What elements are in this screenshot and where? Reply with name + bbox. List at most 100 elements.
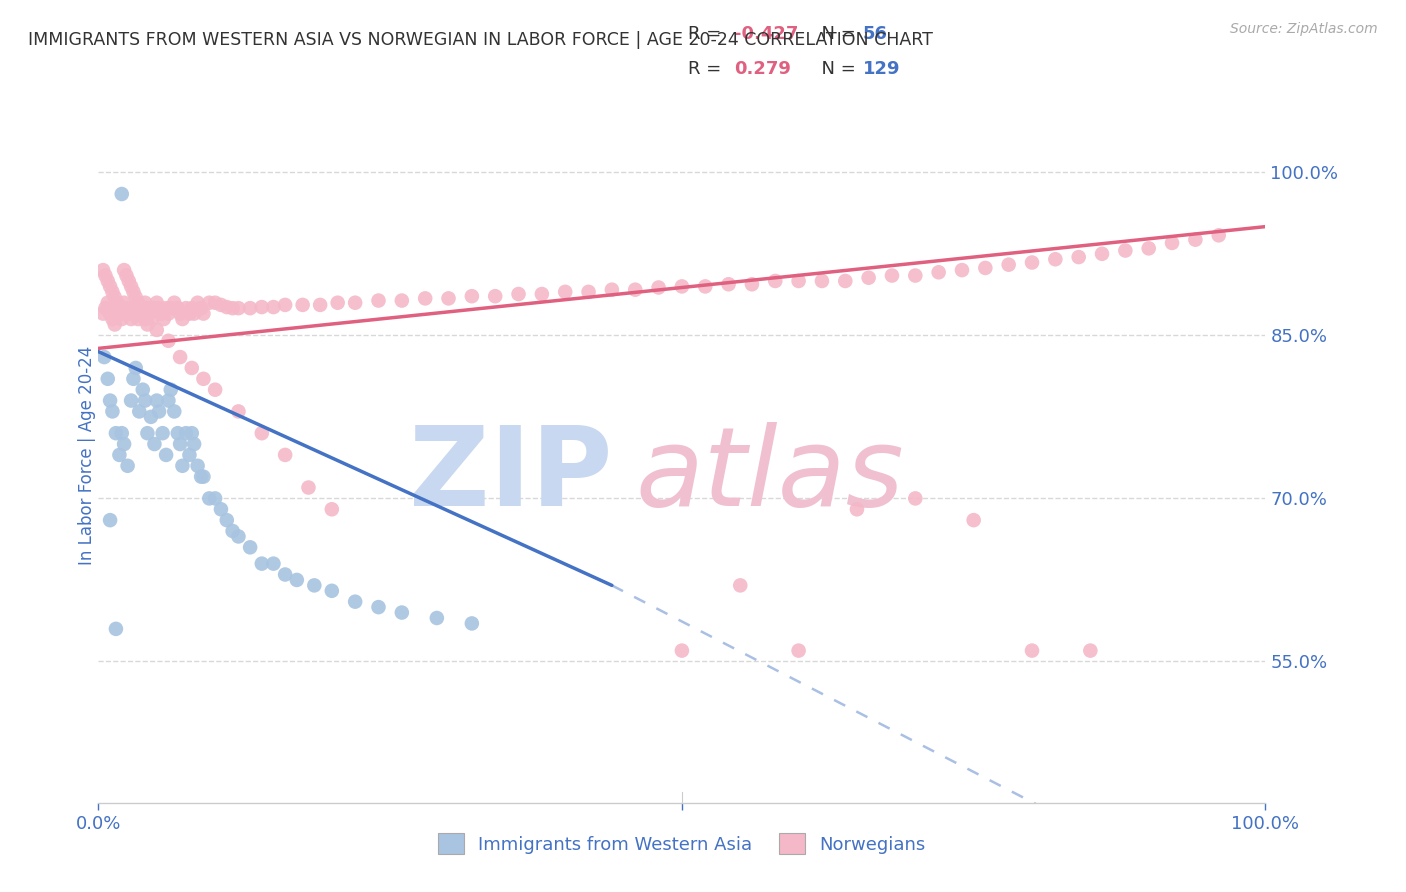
Text: R =: R = xyxy=(688,60,733,78)
Point xyxy=(104,622,127,636)
Text: R =: R = xyxy=(688,25,727,43)
Point xyxy=(461,289,484,303)
Point xyxy=(326,295,349,310)
Point xyxy=(624,283,647,297)
Point xyxy=(122,372,145,386)
Point xyxy=(129,301,152,315)
Point xyxy=(367,600,389,615)
Point xyxy=(239,541,262,555)
Point xyxy=(163,404,186,418)
Point xyxy=(250,426,273,441)
Point xyxy=(157,307,180,321)
Point xyxy=(193,469,215,483)
Point xyxy=(104,290,127,304)
Point xyxy=(858,270,880,285)
Point xyxy=(228,529,250,543)
Point xyxy=(159,383,181,397)
Point xyxy=(391,293,413,308)
Point xyxy=(880,268,903,283)
Point xyxy=(159,301,181,315)
Point xyxy=(179,307,201,321)
Point xyxy=(157,393,180,408)
Point xyxy=(148,301,170,315)
Point xyxy=(139,409,162,424)
Point xyxy=(228,301,250,315)
Point xyxy=(413,291,436,305)
Point xyxy=(304,578,326,592)
Point xyxy=(94,301,117,315)
Point xyxy=(187,295,209,310)
Point xyxy=(97,295,120,310)
Point xyxy=(695,279,717,293)
Point xyxy=(180,361,202,376)
Point xyxy=(98,279,121,293)
Point xyxy=(209,298,232,312)
Point xyxy=(174,426,197,441)
Point xyxy=(741,277,763,292)
Point xyxy=(136,318,159,332)
Text: 56: 56 xyxy=(863,25,887,43)
Point xyxy=(193,372,215,386)
Point xyxy=(112,263,135,277)
Point xyxy=(172,458,194,473)
Point xyxy=(98,513,121,527)
Point xyxy=(105,301,128,315)
Point xyxy=(554,285,576,299)
Point xyxy=(962,513,984,527)
Point xyxy=(120,279,142,293)
Point xyxy=(134,393,156,408)
Point xyxy=(437,291,460,305)
Point xyxy=(484,289,506,303)
Point xyxy=(198,295,221,310)
Point xyxy=(671,643,693,657)
Text: 129: 129 xyxy=(863,60,900,78)
Point xyxy=(974,260,997,275)
Point xyxy=(98,307,121,321)
Point xyxy=(111,187,134,202)
Point xyxy=(134,295,156,310)
Point xyxy=(108,448,131,462)
Point xyxy=(141,312,163,326)
Point xyxy=(204,295,226,310)
Point xyxy=(129,301,152,315)
Point xyxy=(152,426,174,441)
Point xyxy=(717,277,740,292)
Point xyxy=(111,307,134,321)
Point xyxy=(344,595,367,609)
Text: IMMIGRANTS FROM WESTERN ASIA VS NORWEGIAN IN LABOR FORCE | AGE 20-24 CORRELATION: IMMIGRANTS FROM WESTERN ASIA VS NORWEGIA… xyxy=(28,31,934,49)
Point xyxy=(904,268,927,283)
Point xyxy=(1067,250,1090,264)
Point xyxy=(190,301,212,315)
Point xyxy=(101,312,124,326)
Point xyxy=(169,437,191,451)
Point xyxy=(250,557,273,571)
Point xyxy=(787,643,810,657)
Text: -0.427: -0.427 xyxy=(734,25,799,43)
Point xyxy=(204,491,226,506)
Point xyxy=(111,426,134,441)
Point xyxy=(104,318,127,332)
Point xyxy=(221,524,243,538)
Point xyxy=(169,307,191,321)
Point xyxy=(274,448,297,462)
Point xyxy=(1114,244,1136,258)
Point xyxy=(180,426,202,441)
Point xyxy=(94,268,117,283)
Point xyxy=(190,469,212,483)
Point xyxy=(166,426,188,441)
Point xyxy=(157,334,180,348)
Point xyxy=(150,307,173,321)
Y-axis label: In Labor Force | Age 20-24: In Labor Force | Age 20-24 xyxy=(79,345,96,565)
Point xyxy=(950,263,973,277)
Point xyxy=(132,307,155,321)
Point xyxy=(344,295,367,310)
Point xyxy=(426,611,449,625)
Point xyxy=(285,573,308,587)
Point xyxy=(811,274,834,288)
Point xyxy=(180,301,202,315)
Text: 0.279: 0.279 xyxy=(734,60,792,78)
Point xyxy=(1161,235,1184,250)
Point xyxy=(128,404,150,418)
Point xyxy=(262,557,284,571)
Point xyxy=(215,513,238,527)
